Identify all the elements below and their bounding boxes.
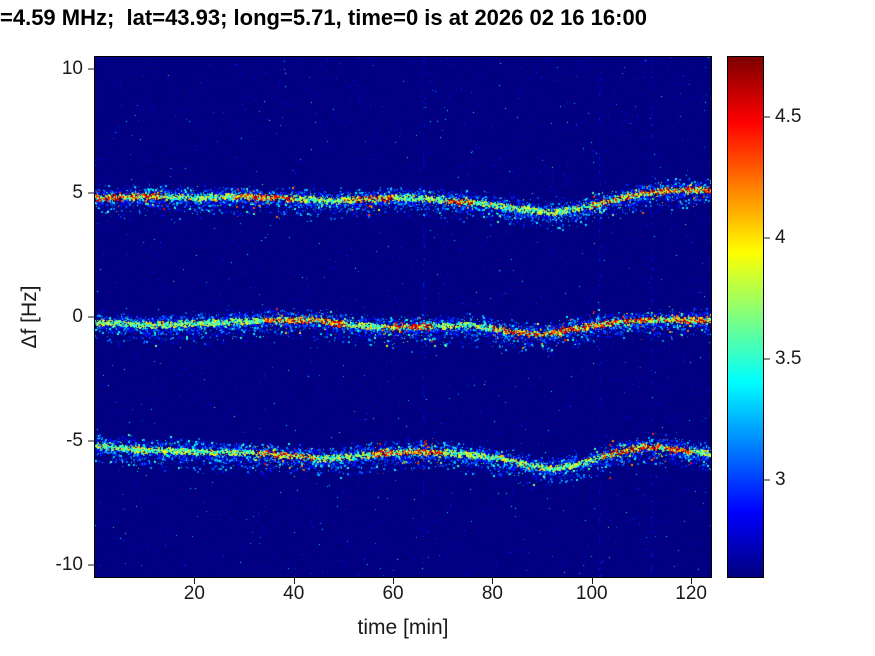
spectrogram-heatmap	[94, 56, 712, 578]
x-tick-label: 20	[183, 583, 205, 604]
x-axis-label: time [min]	[357, 616, 449, 639]
y-tick-mark	[88, 192, 94, 194]
y-tick-label: 5	[72, 182, 83, 204]
y-tick-mark	[88, 440, 94, 442]
x-tick-mark	[492, 578, 494, 584]
colorbar-tick-label: 4.5	[775, 106, 802, 128]
y-tick-label: -10	[55, 553, 83, 575]
y-tick-label: -5	[66, 429, 83, 451]
x-tick-mark	[591, 578, 593, 584]
y-axis-label: Δf [Hz]	[18, 285, 41, 349]
x-tick-mark	[393, 578, 395, 584]
colorbar	[727, 56, 764, 578]
colorbar-tick-mark	[764, 237, 770, 239]
x-tick-mark	[691, 578, 693, 584]
colorbar-tick-mark	[764, 116, 770, 118]
colorbar-tick-label: 3.5	[775, 348, 802, 370]
x-tick-mark	[293, 578, 295, 584]
y-tick-mark	[88, 564, 94, 566]
x-tick-mark	[194, 578, 196, 584]
y-tick-label: 0	[72, 306, 83, 327]
x-tick-label: 80	[481, 583, 503, 604]
y-tick-mark	[88, 68, 94, 70]
x-tick-label: 100	[575, 583, 608, 604]
y-tick-label: 10	[61, 58, 83, 80]
colorbar-tick-label: 4	[775, 227, 786, 249]
x-tick-label: 60	[382, 583, 404, 604]
colorbar-tick-label: 3	[775, 469, 786, 491]
colorbar-tick-mark	[764, 358, 770, 360]
y-tick-mark	[88, 316, 94, 318]
x-tick-label: 120	[675, 583, 707, 604]
figure-title: =4.59 MHz; lat=43.93; long=5.71, time=0 …	[0, 5, 647, 30]
colorbar-tick-mark	[764, 479, 770, 481]
x-tick-label: 40	[283, 583, 305, 604]
